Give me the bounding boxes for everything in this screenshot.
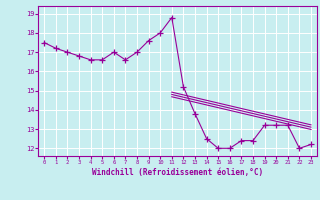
X-axis label: Windchill (Refroidissement éolien,°C): Windchill (Refroidissement éolien,°C) [92, 168, 263, 177]
